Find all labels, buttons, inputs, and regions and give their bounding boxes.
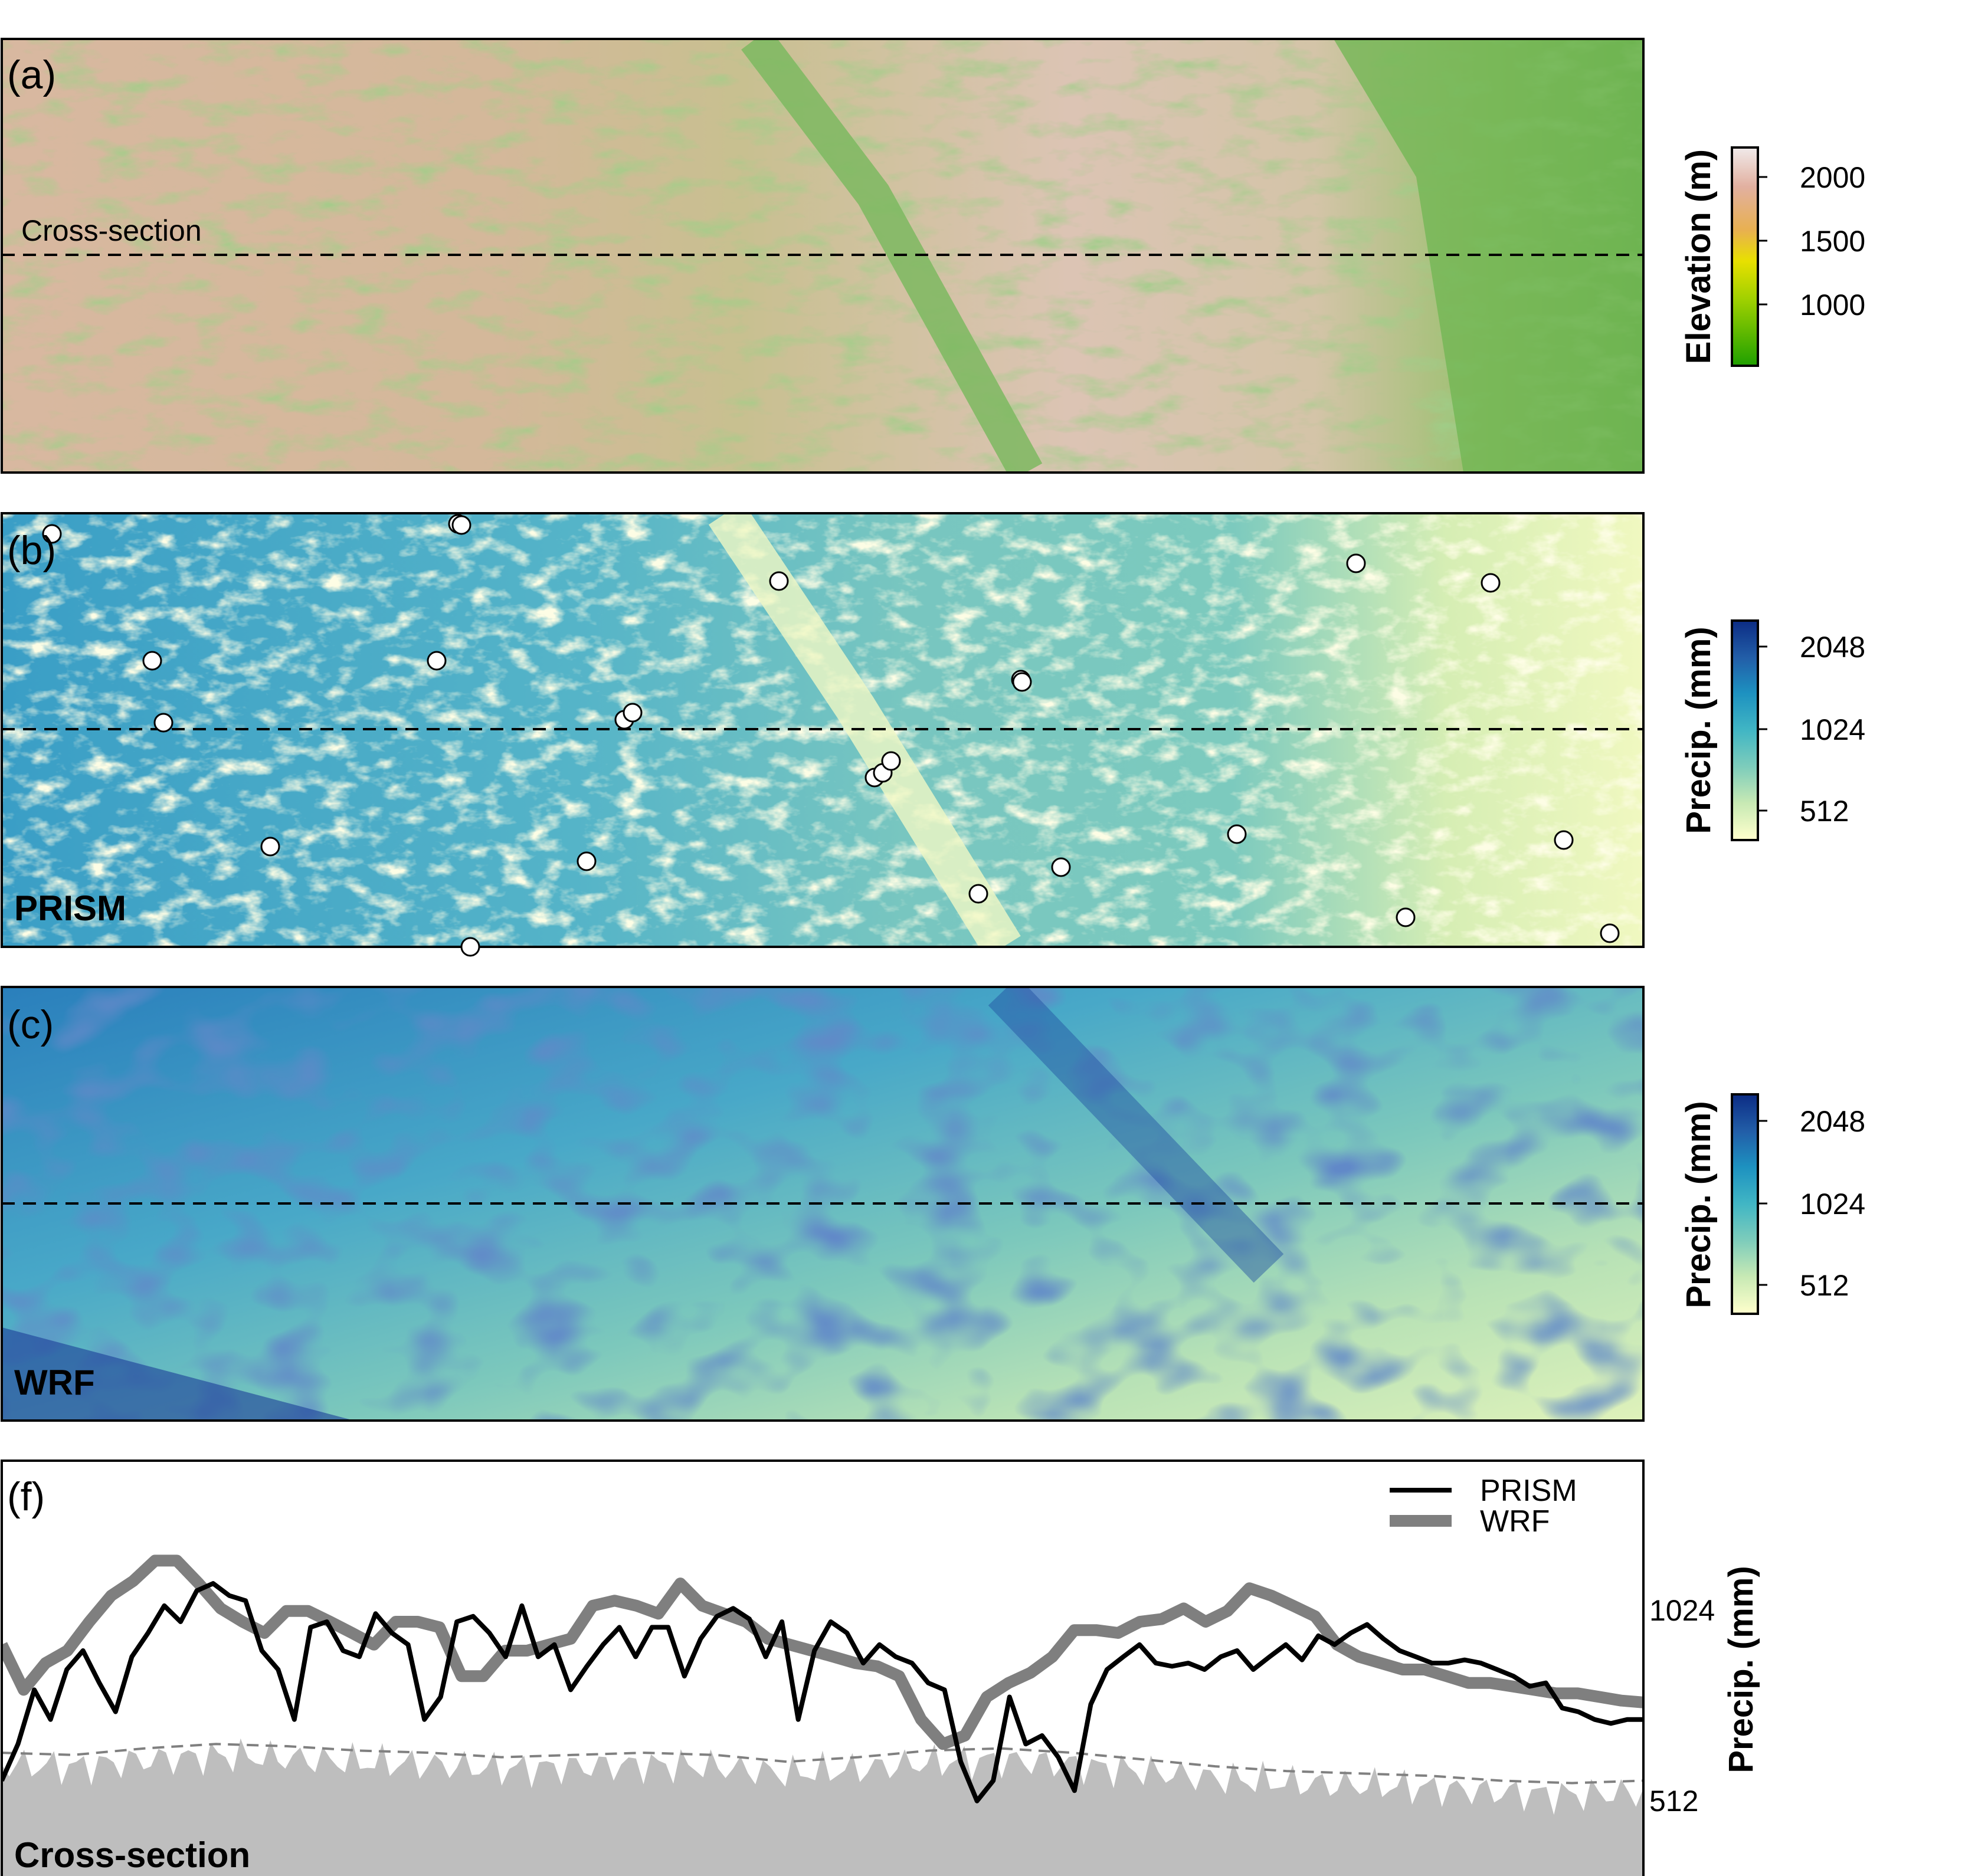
station-marker xyxy=(1346,553,1366,573)
y-axis-title: Precip. (mm) xyxy=(1722,1566,1760,1773)
wrf-series-line xyxy=(2,1554,1643,1750)
station-marker xyxy=(623,703,643,723)
station-marker xyxy=(769,571,789,591)
elevation-colorbar-title: Elevation (m) xyxy=(1679,149,1718,364)
station-marker xyxy=(1554,830,1574,850)
panel-b-name: PRISM xyxy=(14,888,126,928)
station-marker xyxy=(1051,857,1071,877)
precip-colorbar-b-swatch xyxy=(1731,619,1759,841)
precip-b-tick-512: 512 xyxy=(1800,795,1849,828)
precip-b-tick-1024: 1024 xyxy=(1800,713,1865,746)
station-marker xyxy=(451,515,471,535)
station-marker xyxy=(142,651,162,671)
panel-b: (b) PRISM xyxy=(1,512,1645,957)
station-marker xyxy=(1227,824,1247,844)
panel-a-label: (a) xyxy=(7,53,56,97)
station-marker xyxy=(1396,907,1416,927)
precip-c-tick-512: 512 xyxy=(1800,1269,1849,1302)
cross-section-label: Cross-section xyxy=(21,214,202,247)
legend-prism-label: PRISM xyxy=(1480,1474,1577,1508)
panel-f-label: (f) xyxy=(7,1474,45,1519)
panel-c-name: WRF xyxy=(14,1363,95,1402)
precip-colorbar-c-swatch xyxy=(1731,1093,1759,1315)
legend-wrf-label: WRF xyxy=(1480,1504,1550,1539)
elev-tick-2000: 2000 xyxy=(1800,161,1865,194)
terrain-fill xyxy=(2,1738,1643,1876)
panel-f-name: Cross-section xyxy=(14,1835,250,1875)
elevation-colorbar: 2000 1500 1000 Elevation (m) xyxy=(1679,146,1865,367)
station-marker xyxy=(42,524,62,544)
station-marker xyxy=(260,837,280,857)
precip-colorbar-b-title: Precip. (mm) xyxy=(1679,627,1718,834)
panel-f-frame xyxy=(1,1460,1645,1876)
panel-b-label: (b) xyxy=(7,528,56,573)
cross-section-plot xyxy=(2,1554,1643,1876)
panel-c: (c) WRF xyxy=(1,986,1645,1422)
precip-colorbar-c-title: Precip. (mm) xyxy=(1679,1101,1718,1308)
station-marker xyxy=(881,751,901,771)
station-markers xyxy=(42,514,1620,957)
legend: PRISM WRF xyxy=(1390,1474,1577,1539)
station-marker xyxy=(1600,923,1620,943)
elev-tick-1000: 1000 xyxy=(1800,288,1865,322)
y-tick-512: 512 xyxy=(1649,1785,1698,1818)
panel-f: (f) Cross-section PRISM WRF 1024 512 Pre… xyxy=(1,1460,1760,1876)
precip-colorbar-c: 2048 1024 512 Precip. (mm) xyxy=(1679,1093,1865,1315)
elev-tick-1500: 1500 xyxy=(1800,225,1865,258)
precip-c-tick-2048: 2048 xyxy=(1800,1105,1865,1138)
precip-c-tick-1024: 1024 xyxy=(1800,1188,1865,1221)
station-marker xyxy=(968,884,988,904)
station-marker xyxy=(460,937,480,957)
elevation-colorbar-swatch xyxy=(1731,146,1759,367)
precip-colorbar-b: 2048 1024 512 Precip. (mm) xyxy=(1679,619,1865,841)
y-tick-1024: 1024 xyxy=(1649,1594,1715,1627)
precip-b-tick-2048: 2048 xyxy=(1800,631,1865,664)
terrain-reference-line xyxy=(2,1743,1643,1785)
station-marker xyxy=(577,851,597,871)
prism-series-line xyxy=(2,1581,1643,1803)
panel-c-label: (c) xyxy=(7,1002,54,1047)
station-marker xyxy=(1012,672,1032,692)
station-marker xyxy=(427,651,447,671)
panel-a: Cross-section (a) xyxy=(1,38,1645,474)
station-marker xyxy=(1481,573,1501,593)
station-marker xyxy=(153,713,173,733)
